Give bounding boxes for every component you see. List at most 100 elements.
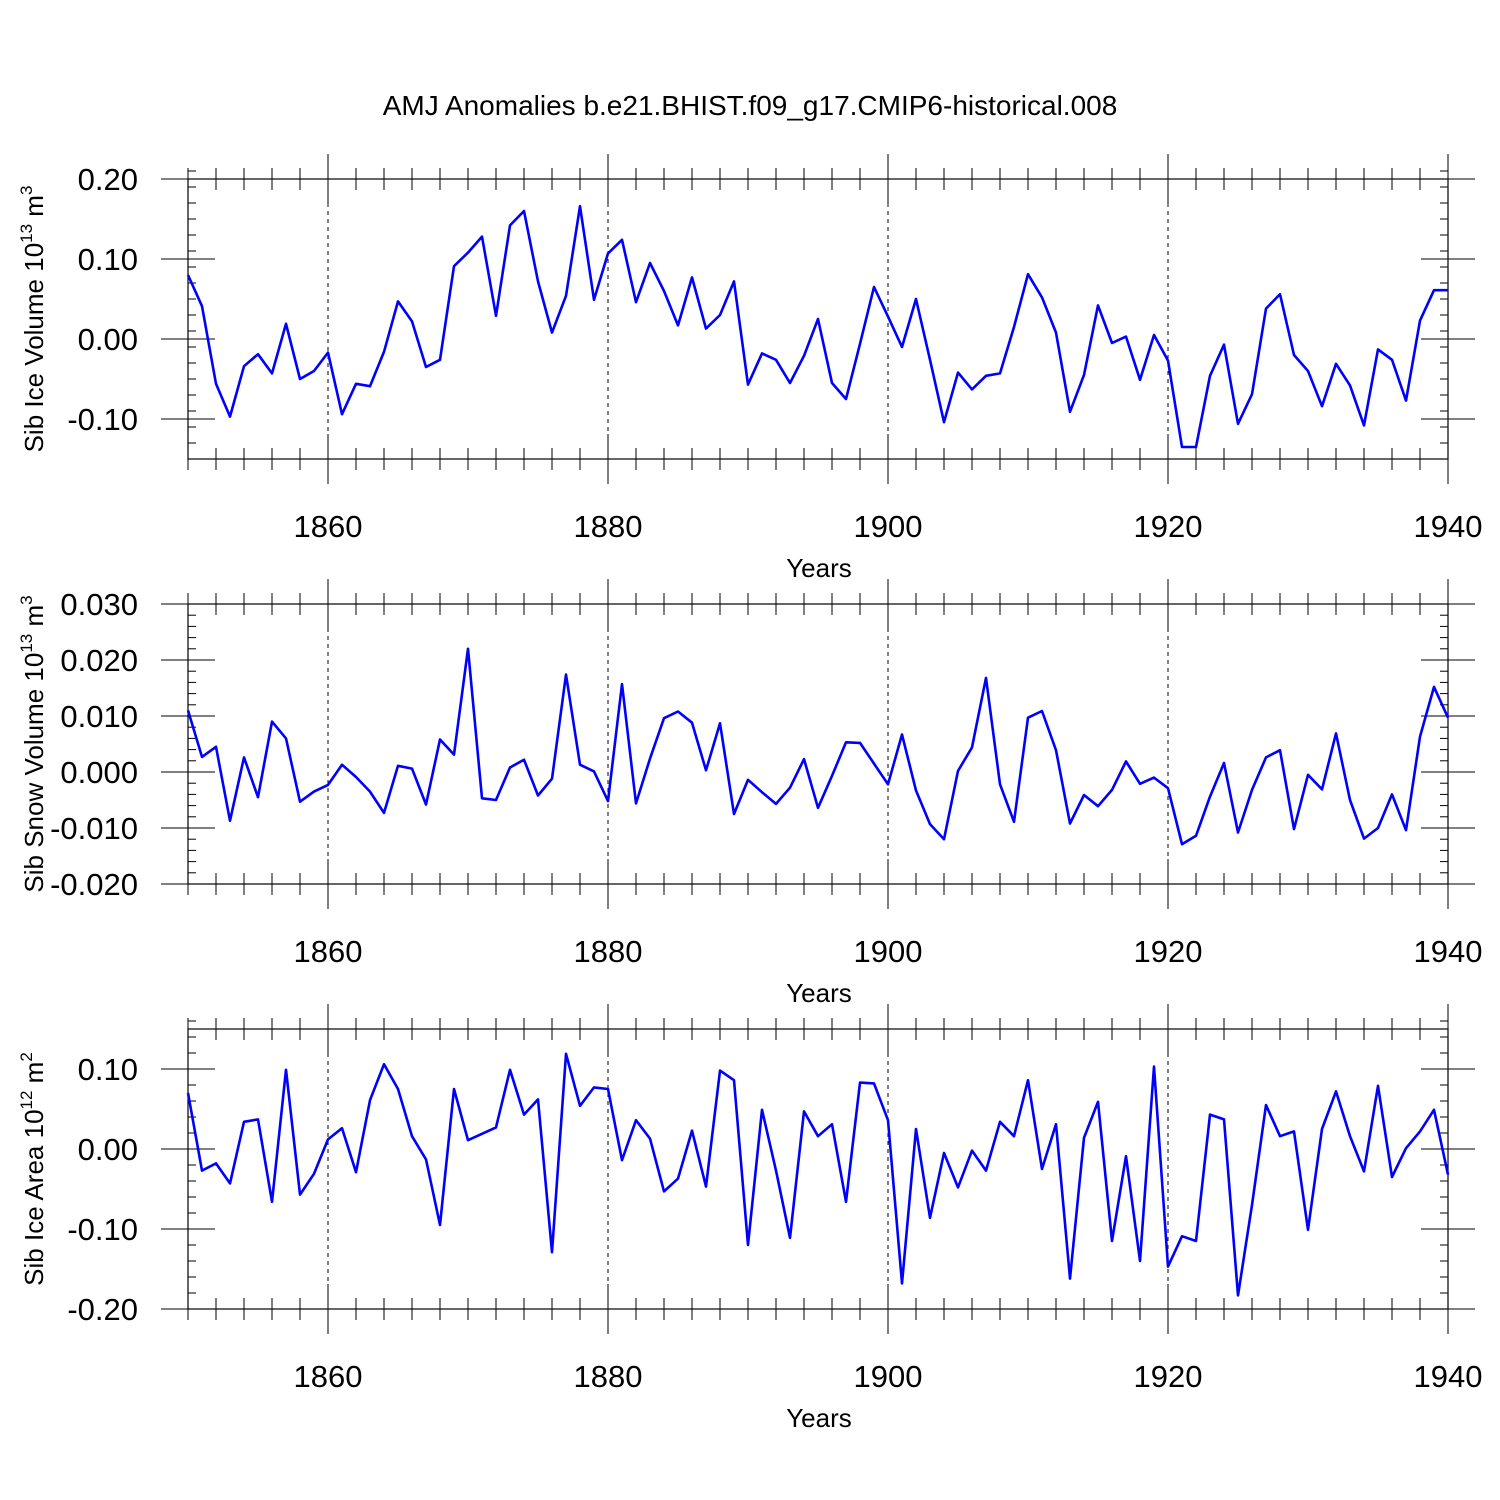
data-point — [901, 346, 903, 348]
data-point — [1167, 359, 1169, 361]
data-point — [1013, 326, 1015, 328]
data-point — [1391, 793, 1393, 795]
data-point — [719, 1069, 721, 1071]
data-point — [943, 1152, 945, 1154]
data-point — [1237, 831, 1239, 833]
data-point — [1097, 304, 1099, 306]
data-point — [439, 1224, 441, 1226]
data-point — [215, 383, 217, 385]
data-point — [355, 383, 357, 385]
data-point — [257, 1118, 259, 1120]
plot-frame — [187, 603, 1449, 885]
data-point — [1405, 1147, 1407, 1149]
data-point — [1097, 1101, 1099, 1103]
data-point — [1391, 1176, 1393, 1178]
data-point — [1419, 319, 1421, 321]
panel-3: -0.20 -0.10 0.00 0.10 1860 1880 1900 1920 1940 Ye… — [17, 1004, 1482, 1433]
data-point — [943, 838, 945, 840]
data-point — [1083, 374, 1085, 376]
data-point — [453, 265, 455, 267]
x-tick-label: 1860 — [294, 934, 363, 969]
data-point — [1223, 762, 1225, 764]
data-point — [1209, 1113, 1211, 1115]
data-point — [1181, 1235, 1183, 1237]
data-point — [1293, 354, 1295, 356]
data-point — [1237, 1294, 1239, 1296]
data-point — [551, 1251, 553, 1253]
data-point — [1321, 788, 1323, 790]
x-tick-label: 1900 — [854, 509, 923, 544]
data-point — [1293, 1130, 1295, 1132]
data-point — [1195, 446, 1197, 448]
data-point — [1251, 789, 1253, 791]
data-point — [635, 301, 637, 303]
data-point — [635, 802, 637, 804]
data-point — [1209, 795, 1211, 797]
data-point — [1097, 805, 1099, 807]
data-point — [327, 1138, 329, 1140]
data-point — [1209, 375, 1211, 377]
y-axis-title-ylabel-sup: 13 — [17, 634, 36, 653]
data-point — [985, 375, 987, 377]
data-point — [1363, 424, 1365, 426]
data-point — [1377, 348, 1379, 350]
data-point — [1307, 370, 1309, 372]
y-axis-title-ylabel-sup: 12 — [17, 1091, 36, 1110]
data-point — [383, 1063, 385, 1065]
data-point — [957, 371, 959, 373]
y-axis-title: Sib Ice Volume 1013 m3 — [17, 186, 49, 453]
data-point — [971, 746, 973, 748]
x-tick-label: 1880 — [574, 934, 643, 969]
data-point — [285, 737, 287, 739]
data-point — [439, 738, 441, 740]
data-point — [985, 677, 987, 679]
data-point — [243, 756, 245, 758]
data-point — [383, 812, 385, 814]
series-line — [186, 204, 1448, 449]
y-tick-label: 0.000 — [60, 755, 138, 790]
x-axis-title: Years — [786, 978, 852, 1008]
data-point — [425, 366, 427, 368]
data-point — [327, 784, 329, 786]
data-point — [243, 365, 245, 367]
data-point — [1069, 822, 1071, 824]
data-point — [1265, 1104, 1267, 1106]
data-point — [957, 770, 959, 772]
data-point — [593, 770, 595, 772]
data-point — [817, 807, 819, 809]
data-point — [243, 1121, 245, 1123]
data-point — [831, 775, 833, 777]
data-point — [481, 1133, 483, 1135]
data-point — [397, 765, 399, 767]
data-point — [691, 276, 693, 278]
data-point — [1013, 1135, 1015, 1137]
data-point — [537, 1098, 539, 1100]
data-point — [999, 783, 1001, 785]
data-point — [943, 421, 945, 423]
data-point — [201, 756, 203, 758]
data-point — [187, 274, 189, 276]
data-point — [957, 1186, 959, 1188]
data-point — [1167, 1265, 1169, 1267]
data-point — [775, 1169, 777, 1171]
data-point — [1293, 828, 1295, 830]
data-point — [845, 1201, 847, 1203]
data-point — [761, 791, 763, 793]
x-tick-label: 1880 — [574, 1359, 643, 1394]
figure-title: AMJ Anomalies b.e21.BHIST.f09_g17.CMIP6-… — [383, 90, 1118, 121]
data-point — [761, 1109, 763, 1111]
data-point — [1447, 1173, 1449, 1175]
data-point — [439, 359, 441, 361]
x-tick-label: 1940 — [1414, 934, 1483, 969]
data-point — [271, 1201, 273, 1203]
data-point — [677, 1177, 679, 1179]
data-point — [1069, 411, 1071, 413]
data-point — [607, 800, 609, 802]
y-tick-label: 0.20 — [78, 162, 138, 197]
data-point — [579, 205, 581, 207]
data-point — [467, 1139, 469, 1141]
data-point — [495, 315, 497, 317]
data-point — [1153, 1065, 1155, 1067]
data-point — [747, 779, 749, 781]
